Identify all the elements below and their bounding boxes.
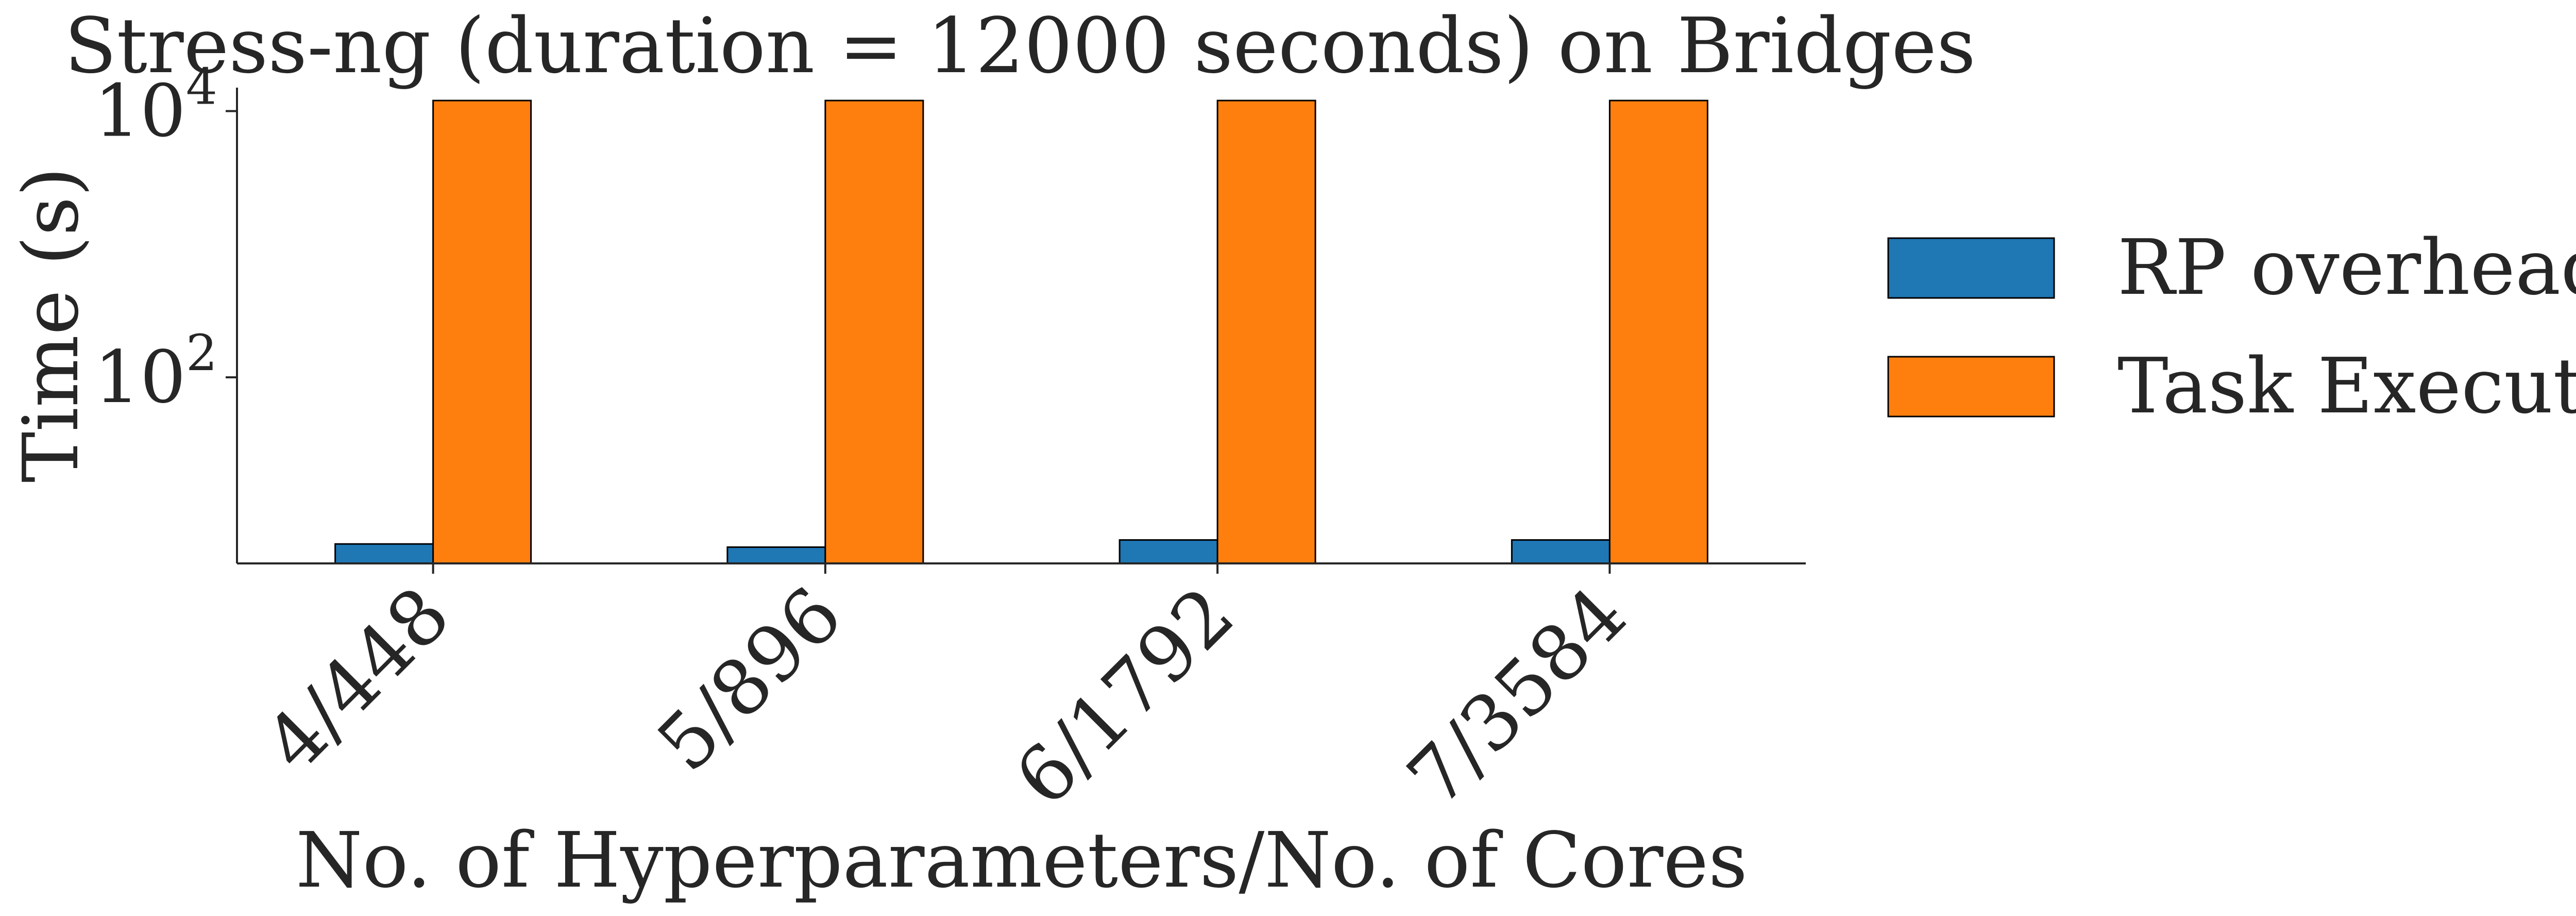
legend: RP overhead Task Execution	[1887, 223, 2576, 430]
y-tick-label: 102	[94, 324, 217, 420]
bar-rp-overhead-5-896	[726, 546, 826, 564]
bar-rp-overhead-7-3584	[1511, 539, 1611, 564]
y-tick-label: 104	[94, 58, 217, 153]
legend-label: RP overhead	[2117, 223, 2576, 312]
legend-label: Task Execution	[2117, 342, 2576, 430]
legend-swatch	[1887, 237, 2055, 299]
x-tick-label: 5/896	[640, 570, 858, 788]
y-axis-label: Time (s)	[7, 167, 95, 482]
bar-task-execution-5-896	[824, 99, 924, 564]
x-axis-label: No. of Hyperparameters/No. of Cores	[296, 816, 1748, 905]
bar-task-execution-7-3584	[1608, 99, 1708, 564]
bar-rp-overhead-6-1792	[1118, 539, 1218, 564]
x-tick-label: 4/448	[248, 570, 466, 788]
bar-task-execution-4-448	[432, 99, 532, 564]
bar-rp-overhead-4-448	[334, 543, 434, 564]
chart-title: Stress-ng (duration = 12000 seconds) on …	[64, 2, 1976, 90]
legend-swatch	[1887, 356, 2055, 418]
x-tick-label: 6/1792	[998, 570, 1251, 823]
x-tick-label: 7/3584	[1391, 570, 1643, 823]
bar-task-execution-6-1792	[1216, 99, 1316, 564]
